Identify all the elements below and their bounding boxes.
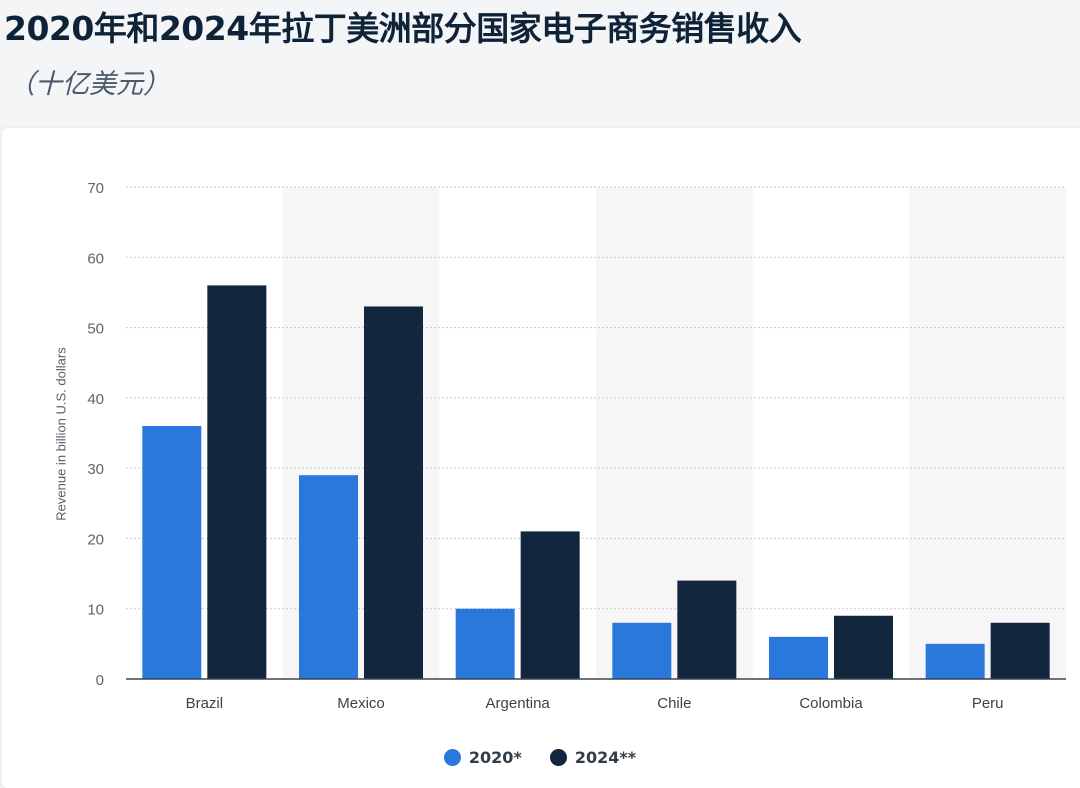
bar-brazil-2024 [207, 285, 267, 679]
x-tick-label-colombia: Colombia [799, 695, 863, 712]
y-tick-label-0: 0 [96, 672, 104, 689]
bar-chile-2024 [677, 580, 737, 679]
chart-title: 2020年和2024年拉丁美洲部分国家电子商务销售收入 [4, 9, 802, 48]
legend-item-2020[interactable]: 2020* [443, 748, 522, 767]
chart-subtitle: （十亿美元） [8, 69, 170, 100]
bar-colombia-2020 [769, 636, 828, 679]
x-tick-label-peru: Peru [972, 695, 1004, 712]
bar-argentina-2020 [455, 608, 515, 679]
legend-marker-2024 [549, 749, 567, 766]
x-tick-label-argentina: Argentina [486, 695, 551, 712]
bar-peru-2020 [925, 643, 985, 679]
y-axis-label: Revenue in billion U.S. dollars [53, 347, 69, 521]
x-tick-label-mexico: Mexico [337, 695, 385, 712]
legend: 2020* 2024** [0, 748, 1080, 767]
legend-marker-2020 [443, 749, 461, 766]
bar-peru-2024 [990, 622, 1050, 679]
y-tick-label-40: 40 [87, 391, 104, 408]
bar-brazil-2020 [142, 425, 202, 679]
y-tick-label-10: 10 [87, 602, 104, 619]
legend-item-2024[interactable]: 2024** [549, 748, 637, 767]
legend-label-2020: 2020* [468, 748, 522, 767]
bar-argentina-2024 [520, 531, 580, 679]
category-band-peru [909, 187, 1066, 679]
legend-label-2024: 2024** [574, 748, 637, 767]
y-tick-label-20: 20 [87, 531, 104, 548]
bar-colombia-2024 [834, 615, 893, 679]
y-tick-label-60: 60 [87, 250, 104, 267]
x-tick-label-chile: Chile [657, 695, 691, 712]
bar-mexico-2024 [364, 306, 423, 679]
bar-chile-2020 [612, 622, 672, 679]
bar-mexico-2020 [299, 475, 358, 679]
y-tick-label-50: 50 [87, 321, 104, 338]
y-tick-label-30: 30 [87, 461, 104, 478]
x-tick-label-brazil: Brazil [186, 695, 224, 712]
y-tick-label-70: 70 [87, 180, 104, 197]
